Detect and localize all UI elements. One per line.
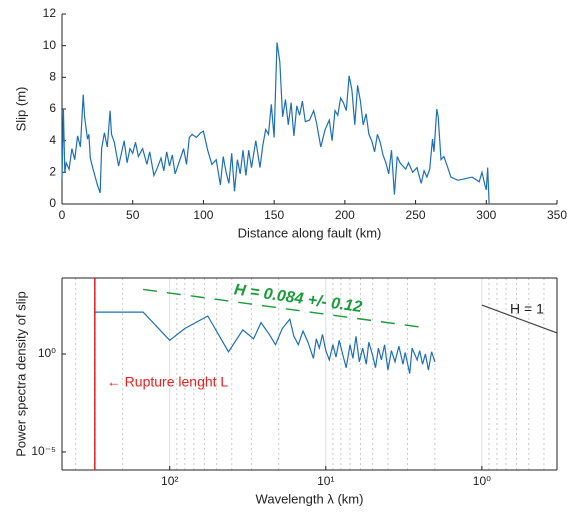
x-tick-label: 300	[476, 208, 496, 222]
data-line	[481, 304, 558, 334]
y-tick-label: 12	[43, 6, 57, 20]
y-tick-label: 2	[49, 165, 56, 179]
x-tick-label: 350	[547, 208, 567, 222]
data-line	[94, 311, 436, 374]
x-tick-label: 50	[126, 208, 140, 222]
y-tick-label: 10⁻⁵	[31, 444, 56, 458]
y-axis-label: Power spectra density of slip	[13, 291, 28, 456]
x-tick-label: 100	[193, 208, 213, 222]
y-tick-label: 10	[43, 38, 57, 52]
y-tick-label: 4	[49, 133, 56, 147]
y-tick-label: 0	[49, 196, 56, 210]
x-axis-label: Wavelength λ (km)	[256, 491, 364, 506]
x-tick-label: 200	[335, 208, 355, 222]
x-tick-label: 10²	[161, 474, 178, 488]
rupture-label: ← Rupture lenght L	[107, 374, 229, 390]
x-tick-label: 10⁰	[473, 474, 491, 488]
y-tick-label: 10⁰	[38, 346, 56, 360]
x-tick-label: 250	[406, 208, 426, 222]
x-axis-label: Distance along fault (km)	[238, 225, 382, 240]
x-tick-label: 0	[59, 208, 66, 222]
x-tick-label: 10¹	[317, 474, 334, 488]
y-axis-label: Slip (m)	[13, 87, 28, 132]
data-line	[61, 42, 490, 205]
x-tick-label: 150	[264, 208, 284, 222]
slope-label: H = 1	[510, 301, 544, 317]
y-tick-label: 8	[49, 70, 56, 84]
y-tick-label: 6	[49, 101, 56, 115]
